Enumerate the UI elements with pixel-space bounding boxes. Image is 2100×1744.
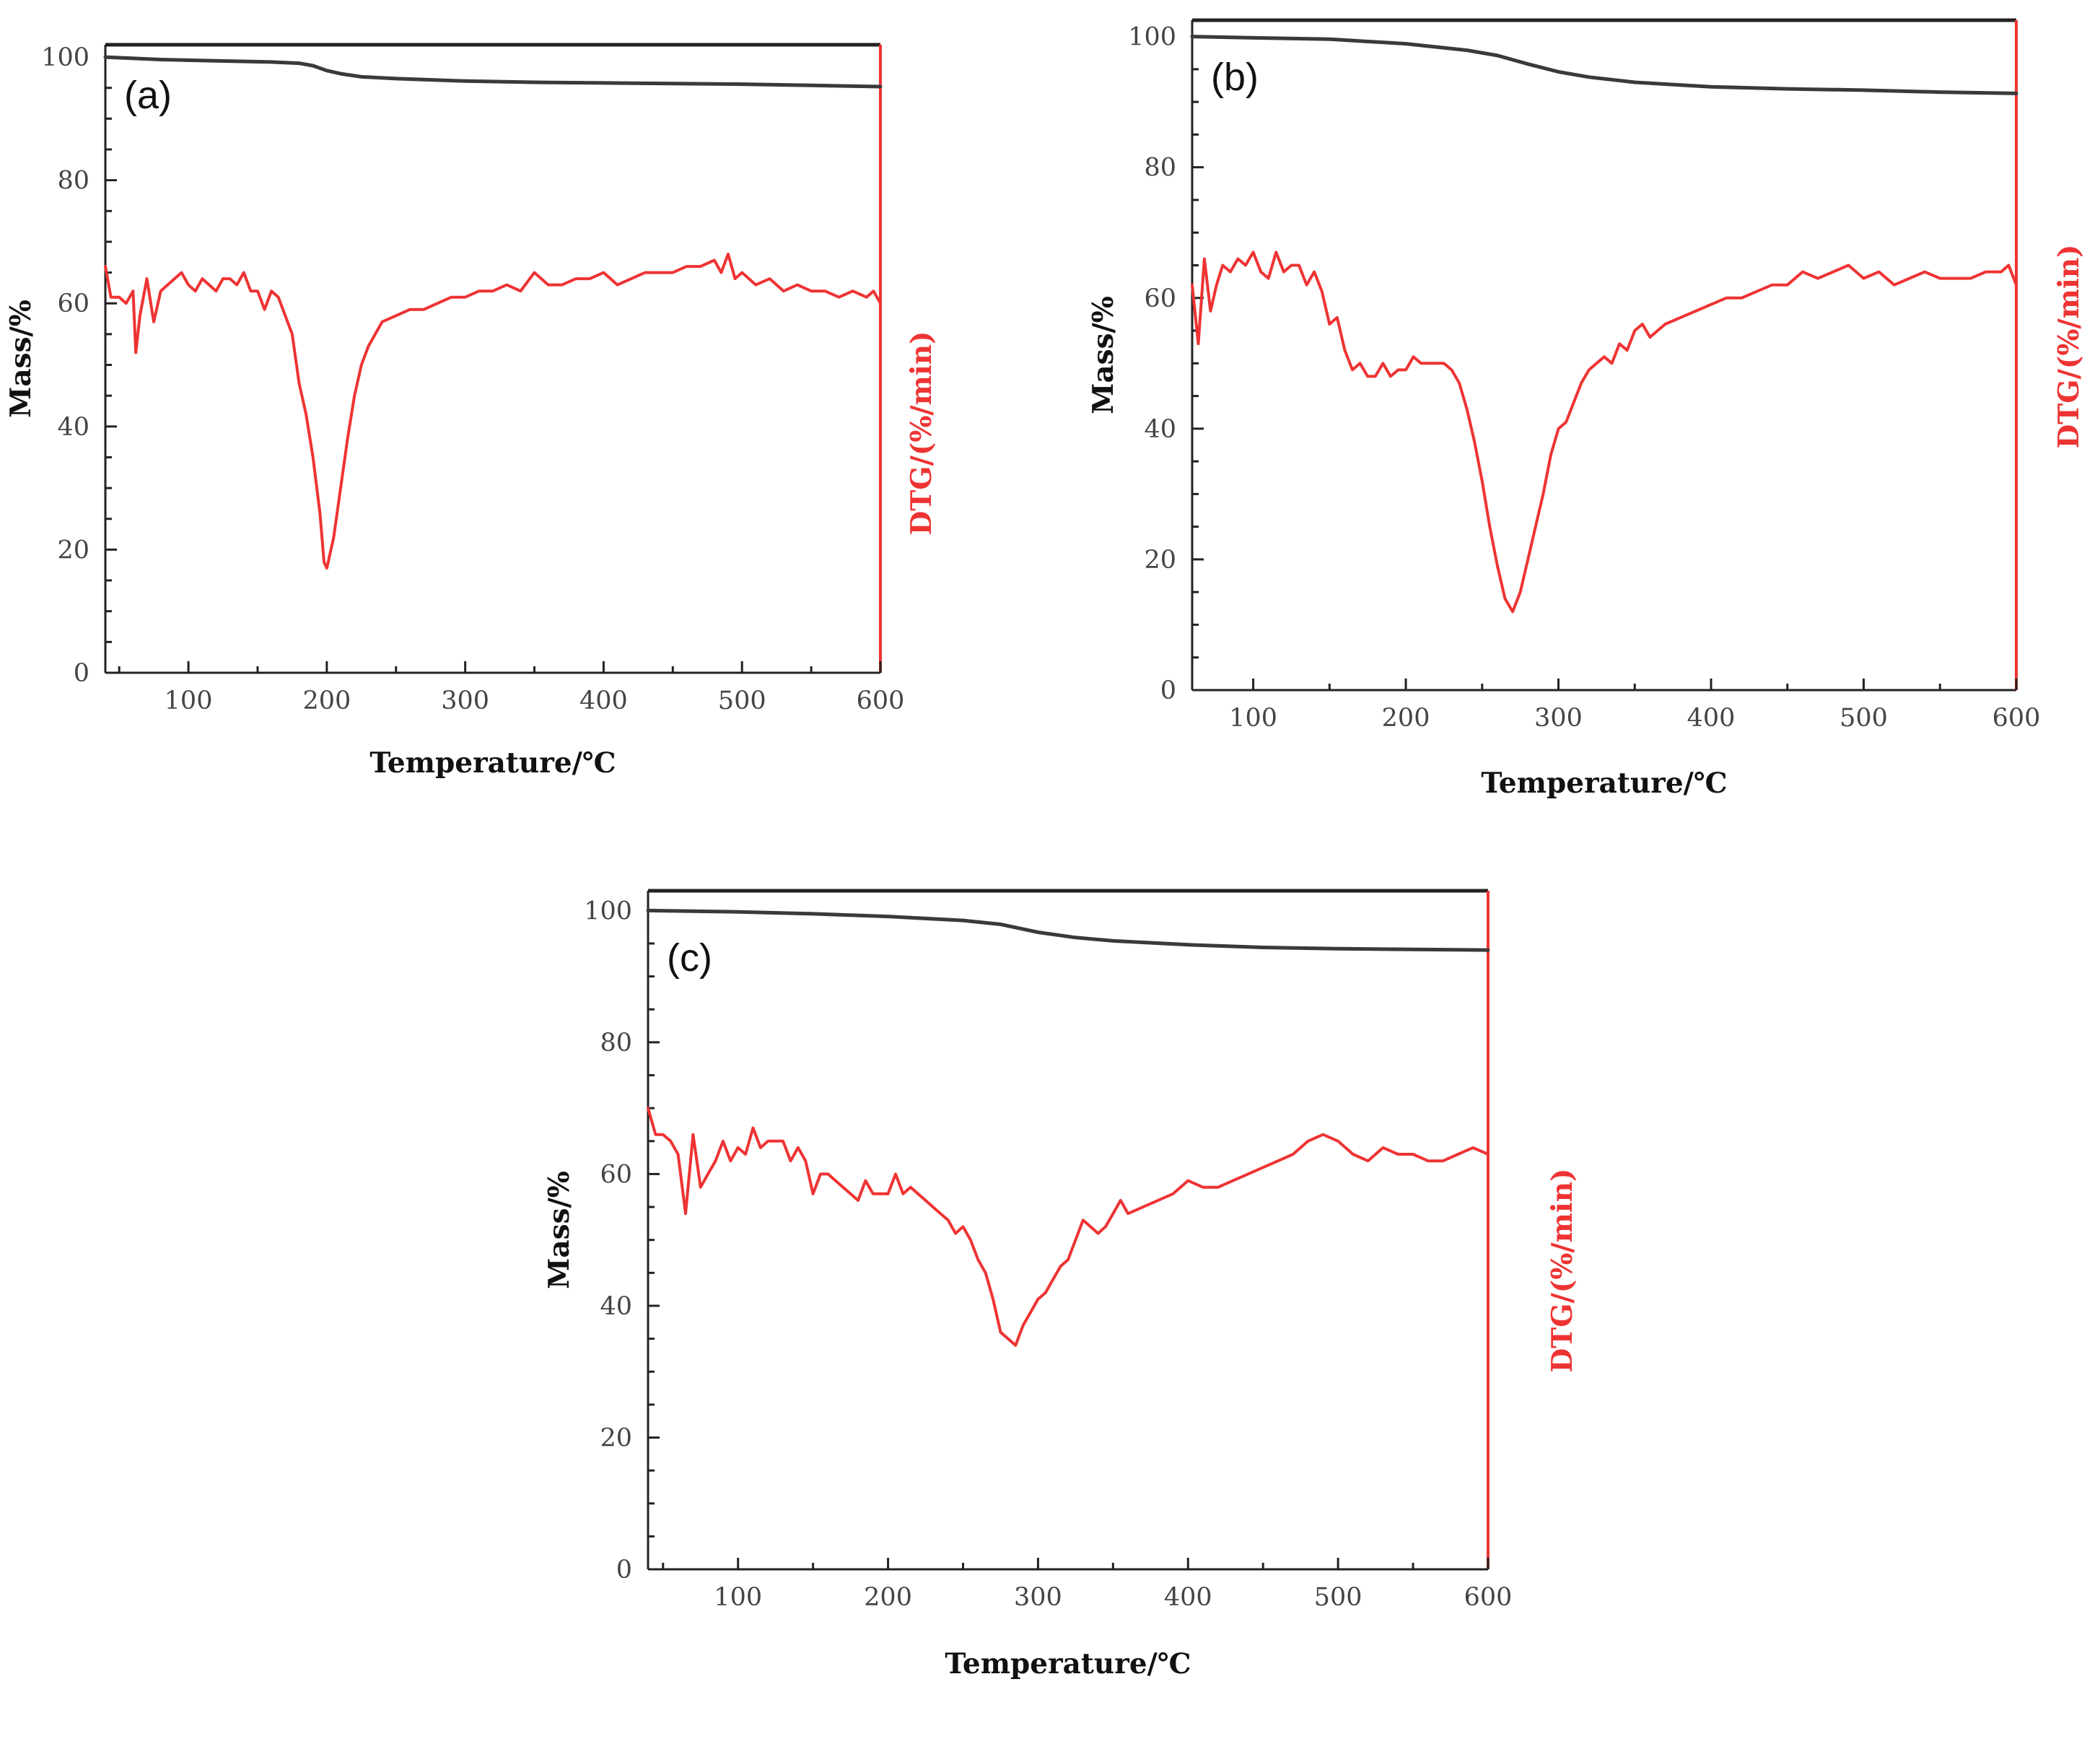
x-tick-label: 400: [1687, 704, 1736, 733]
dtg-curve: [647, 1107, 1489, 1347]
dtg-curve: [1191, 250, 2018, 614]
dtg-curve: [104, 253, 882, 570]
x-tick-label: 200: [864, 1583, 912, 1612]
y-axis-title: Mass/%: [1087, 296, 1120, 414]
x-tick-label: 200: [302, 686, 351, 715]
x-axis-title: Temperature/℃: [945, 1647, 1191, 1680]
y2-axis-title: DTG/(%/min): [2052, 244, 2086, 448]
x-tick-label: 100: [1229, 704, 1277, 733]
y-tick-label: 100: [41, 43, 89, 72]
panel-label: (a): [124, 74, 172, 117]
mass-curve: [103, 55, 883, 89]
chart-panel-a: 100 200 300 400 500 600 0 20 40 60 80 100 Temperatur…: [4, 43, 938, 780]
y-axis-title: Mass/%: [543, 1171, 576, 1289]
y-tick-label: 40: [1144, 415, 1176, 444]
panel-label: (c): [667, 936, 712, 980]
y-tick-label: 0: [74, 659, 89, 688]
y-tick-label: 40: [57, 413, 89, 442]
y2-axis-title: DTG/(%/min): [1546, 1168, 1579, 1372]
y-tick-label: 40: [600, 1292, 632, 1321]
y-tick-label: 0: [1160, 676, 1176, 705]
y-tick-label: 100: [1128, 23, 1176, 52]
x-tick-label: 500: [718, 686, 766, 715]
chart-panel-c: 100 200 300 400 500 600 0 20 40 60 80 100 Temperatur…: [543, 889, 1579, 1680]
x-tick-label: 300: [1534, 704, 1583, 733]
chart-panel-b: 100 200 300 400 500 600 0 20 40 60 80 100 Temperatur…: [1087, 18, 2086, 800]
x-tick-label: 600: [1464, 1583, 1513, 1612]
y-tick-label: 60: [57, 289, 89, 318]
x-tick-label: 400: [579, 686, 628, 715]
y-tick-label: 80: [600, 1029, 632, 1058]
x-tick-label: 400: [1164, 1583, 1212, 1612]
x-tick-label: 600: [1992, 704, 2041, 733]
y-tick-label: 60: [1144, 284, 1176, 313]
x-axis-title: Temperature/℃: [1481, 767, 1727, 800]
x-tick-label: 200: [1382, 704, 1430, 733]
mass-curve: [646, 908, 1490, 952]
mass-curve: [1190, 35, 2018, 95]
x-tick-label: 100: [165, 686, 213, 715]
y-tick-label: 20: [57, 536, 89, 564]
y-tick-label: 20: [600, 1423, 632, 1452]
y-tick-label: 0: [616, 1556, 632, 1584]
x-tick-label: 600: [857, 686, 905, 715]
x-tick-label: 100: [714, 1583, 762, 1612]
x-tick-label: 500: [1314, 1583, 1362, 1612]
x-tick-label: 300: [1014, 1583, 1062, 1612]
y-tick-label: 100: [584, 897, 632, 925]
x-tick-label: 500: [1839, 704, 1888, 733]
y-tick-label: 80: [57, 167, 89, 196]
x-axis-title: Temperature/℃: [369, 746, 616, 780]
y-tick-label: 20: [1144, 546, 1176, 575]
x-tick-label: 300: [441, 686, 489, 715]
panel-label: (b): [1211, 56, 1259, 99]
y2-axis-title: DTG/(%/min): [905, 331, 938, 535]
y-tick-label: 80: [1144, 154, 1176, 183]
y-axis-title: Mass/%: [4, 300, 38, 418]
y-tick-label: 60: [600, 1160, 632, 1189]
